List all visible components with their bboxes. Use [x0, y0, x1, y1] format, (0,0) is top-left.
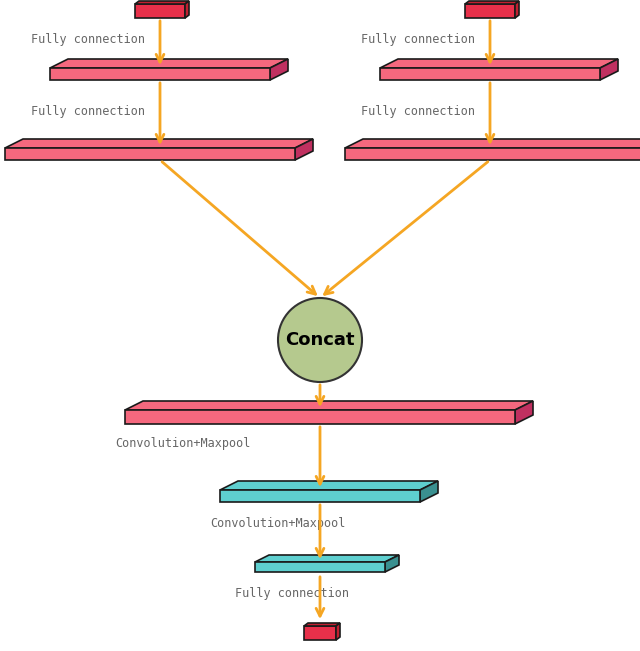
Polygon shape: [50, 68, 270, 80]
Polygon shape: [5, 139, 313, 148]
Polygon shape: [304, 623, 340, 626]
Polygon shape: [220, 481, 438, 490]
Text: Convolution+Maxpool: Convolution+Maxpool: [115, 437, 250, 450]
Polygon shape: [255, 555, 399, 562]
Polygon shape: [135, 1, 189, 4]
Polygon shape: [465, 4, 515, 18]
Polygon shape: [345, 148, 640, 160]
Polygon shape: [270, 59, 288, 80]
Polygon shape: [125, 401, 533, 410]
Polygon shape: [135, 4, 185, 18]
Polygon shape: [380, 59, 618, 68]
Text: Convolution+Maxpool: Convolution+Maxpool: [210, 518, 346, 531]
Polygon shape: [515, 1, 519, 18]
Polygon shape: [465, 1, 519, 4]
Circle shape: [278, 298, 362, 382]
Polygon shape: [255, 562, 385, 572]
Polygon shape: [336, 623, 340, 640]
Polygon shape: [5, 148, 295, 160]
Polygon shape: [600, 59, 618, 80]
Text: Fully connection: Fully connection: [31, 33, 145, 46]
Polygon shape: [185, 1, 189, 18]
Polygon shape: [345, 139, 640, 148]
Polygon shape: [385, 555, 399, 572]
Polygon shape: [295, 139, 313, 160]
Text: Fully connection: Fully connection: [361, 105, 475, 117]
Polygon shape: [380, 68, 600, 80]
Polygon shape: [50, 59, 288, 68]
Polygon shape: [515, 401, 533, 424]
Polygon shape: [220, 490, 420, 502]
Polygon shape: [125, 410, 515, 424]
Text: Concat: Concat: [285, 331, 355, 349]
Text: Fully connection: Fully connection: [31, 105, 145, 117]
Text: Fully connection: Fully connection: [235, 587, 349, 600]
Polygon shape: [304, 626, 336, 640]
Text: Fully connection: Fully connection: [361, 33, 475, 46]
Polygon shape: [420, 481, 438, 502]
